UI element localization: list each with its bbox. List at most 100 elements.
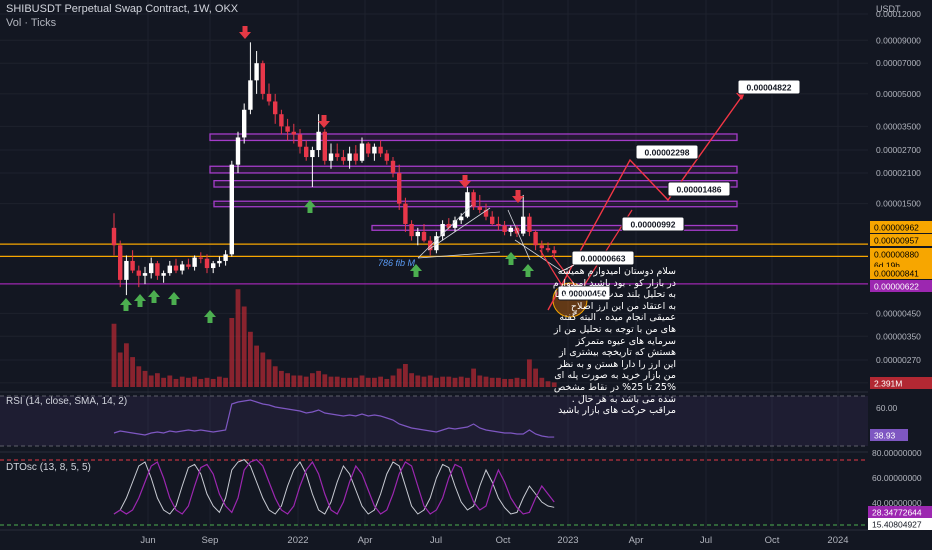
dtosc-badge-text: 28.34772644	[872, 508, 922, 518]
time-tick: Oct	[496, 535, 511, 546]
wedge-lines	[417, 204, 501, 259]
rsi-tick: 60.00	[876, 403, 898, 413]
volume-bar	[347, 377, 352, 387]
volume-bar	[502, 378, 507, 387]
rsi-pane	[0, 391, 868, 447]
price-badge-text: 2.391M	[874, 379, 902, 389]
volume-bar	[241, 306, 247, 387]
sell-arrow-icon	[318, 115, 330, 128]
resistance-zone	[209, 133, 738, 142]
volume-bar	[210, 378, 216, 387]
time-axis[interactable]: Jun Sep 2022 Apr Jul Oct 2023 Apr Jul Oct 2024	[0, 529, 868, 550]
volume-bars	[111, 289, 557, 387]
candle-body	[204, 258, 210, 269]
candle-body	[198, 257, 203, 259]
volume-bar	[527, 359, 532, 387]
candle-body	[508, 227, 513, 232]
candle-body	[266, 93, 272, 102]
volume-bar	[390, 375, 396, 387]
volume-bar	[465, 377, 470, 387]
candle-body	[390, 160, 396, 173]
rsi-band	[0, 396, 868, 446]
volume-bar	[248, 331, 253, 387]
price-badge	[870, 280, 932, 292]
price-callout-text: 0.00000450	[562, 289, 607, 299]
price-tick: 0.00000350	[876, 331, 921, 341]
volume-label: Vol · Ticks	[6, 17, 57, 29]
volume-bar	[291, 375, 297, 387]
price-badge-text: 0.00000841	[874, 269, 919, 279]
candle-body	[223, 254, 228, 261]
volume-bar	[341, 377, 346, 387]
volume-bar	[204, 377, 210, 387]
candle-body	[155, 263, 160, 276]
price-tick: 0.00002100	[876, 168, 921, 178]
candle-body	[180, 264, 185, 271]
candle-body	[254, 63, 259, 81]
volume-bar	[372, 377, 377, 387]
pattern-lines	[507, 209, 561, 271]
candle-body	[285, 126, 290, 132]
volume-bar	[545, 381, 551, 387]
price-callout	[621, 216, 685, 232]
volume-bar	[496, 377, 501, 387]
price-callout	[635, 144, 699, 160]
grid-lines	[0, 0, 868, 528]
price-badge-text: 0.00000622	[874, 282, 919, 292]
dtosc-pane	[0, 451, 868, 526]
price-callout-text: 0.00001486	[677, 185, 722, 195]
candle-body	[539, 245, 544, 249]
volume-bar	[458, 376, 464, 387]
volume-bar	[452, 377, 458, 387]
volume-bar	[130, 357, 135, 387]
price-tick: 0.00000450	[876, 308, 921, 318]
candle-body	[242, 109, 247, 138]
currency-label: USDT	[876, 4, 901, 14]
candle-body	[403, 203, 408, 224]
price-badge	[870, 221, 932, 233]
candle-body	[335, 153, 340, 158]
candle-body	[304, 146, 309, 158]
price-badge	[870, 248, 932, 260]
volume-bar	[489, 377, 495, 387]
volume-bar	[427, 375, 433, 387]
volume-bar	[409, 373, 414, 387]
candle-body	[415, 231, 420, 237]
time-tick: 2023	[557, 535, 578, 546]
candle-body	[173, 265, 179, 271]
candle-body	[428, 240, 433, 251]
volume-bar	[198, 378, 204, 387]
candle-body	[434, 236, 439, 251]
candle-body	[118, 245, 123, 280]
dtosc-tick: 40.00000000	[872, 498, 922, 508]
candle-body	[248, 80, 253, 110]
volume-bar	[297, 375, 303, 387]
candle-body	[211, 263, 216, 269]
price-tick: 0.00003500	[876, 121, 921, 131]
dtosc-badge-text: 15.40804927	[872, 520, 922, 530]
candle-body	[111, 227, 117, 246]
volume-bar	[396, 368, 402, 387]
time-tick: Jul	[430, 535, 442, 546]
price-tick: 0.00012000	[876, 9, 921, 19]
price-tick: 0.00001500	[876, 199, 921, 209]
time-axis-bg	[0, 530, 868, 550]
volume-bar	[539, 377, 545, 387]
sell-arrow-icon	[512, 190, 524, 203]
resistance-zone	[371, 224, 738, 231]
rsi-label: RSI (14, close, SMA, 14, 2)	[6, 396, 128, 407]
candles[interactable]	[111, 42, 557, 296]
candle-body	[527, 216, 532, 232]
candle-body	[161, 273, 166, 276]
price-tick: 0.00009000	[876, 35, 921, 45]
candle-body	[167, 265, 172, 274]
time-tick: Sep	[202, 535, 219, 546]
volume-bar	[328, 376, 334, 387]
candle-body	[136, 270, 141, 276]
candle-body	[483, 209, 489, 217]
dtosc-fast-line	[113, 459, 555, 515]
volume-bar	[508, 378, 514, 387]
